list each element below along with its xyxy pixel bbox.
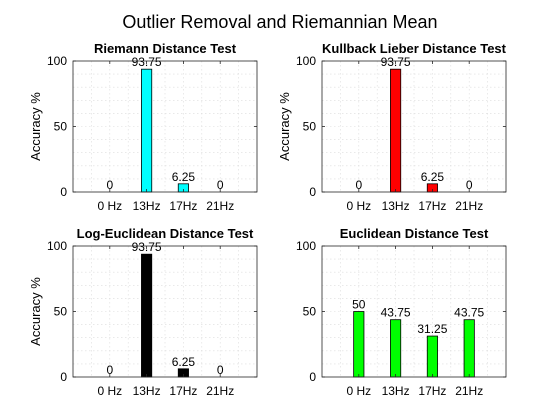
data-label: 6.25 (172, 170, 196, 184)
x-tick-label: 21Hz (206, 199, 234, 213)
y-tick-label: 100 (296, 239, 316, 253)
y-axis-label: Accuracy % (28, 92, 43, 161)
y-tick-label: 50 (54, 120, 68, 134)
y-tick-label: 100 (296, 54, 316, 68)
y-axis-label: Accuracy % (277, 92, 292, 161)
x-tick-label: 13Hz (382, 199, 410, 213)
y-tick-label: 0 (60, 370, 67, 384)
data-label: 43.75 (454, 306, 484, 320)
x-tick-label: 21Hz (455, 384, 483, 398)
x-tick-label: 0 Hz (346, 199, 371, 213)
x-tick-label: 13Hz (133, 384, 161, 398)
bar-13hz (141, 253, 153, 378)
x-tick-label: 17Hz (169, 199, 197, 213)
x-tick-label: 0 Hz (346, 384, 371, 398)
data-label: 43.75 (381, 306, 411, 320)
x-tick-label: 0 Hz (97, 199, 122, 213)
y-axis-label: Accuracy % (28, 277, 43, 346)
data-label: 0 (355, 178, 362, 192)
y-tick-label: 100 (47, 54, 67, 68)
data-label: 0 (466, 178, 473, 192)
bar-13hz (390, 68, 402, 193)
bar-13hz (390, 319, 402, 378)
data-label: 0 (217, 178, 224, 192)
chart-title: Kullback Lieber Distance Test (322, 41, 507, 56)
x-tick-label: 13Hz (382, 384, 410, 398)
chart-panel-4: 50 43.75 31.25 43.75 0 50 100 0 Hz 13Hz 17Hz 21Hz E… (296, 226, 507, 398)
bar-0hz (353, 311, 365, 378)
data-label: 6.25 (421, 170, 445, 184)
bar-21hz (463, 319, 475, 378)
y-tick-label: 0 (60, 185, 67, 199)
y-tick-label: 0 (309, 185, 316, 199)
x-tick-label: 0 Hz (97, 384, 122, 398)
data-label: 6.25 (172, 355, 196, 369)
data-label: 0 (217, 363, 224, 377)
y-tick-label: 100 (47, 239, 67, 253)
x-tick-label: 21Hz (206, 384, 234, 398)
x-tick-label: 17Hz (418, 199, 446, 213)
figure-title: Outlier Removal and Riemannian Mean (122, 12, 437, 32)
y-tick-label: 50 (303, 305, 317, 319)
x-tick-label: 17Hz (418, 384, 446, 398)
data-label: 50 (352, 298, 366, 312)
bar-13hz (141, 68, 153, 193)
x-tick-label: 21Hz (455, 199, 483, 213)
chart-title: Riemann Distance Test (94, 41, 237, 56)
bar-17hz (426, 335, 438, 378)
y-tick-label: 0 (309, 370, 316, 384)
chart-title: Euclidean Distance Test (340, 226, 489, 241)
chart-title: Log-Euclidean Distance Test (77, 226, 254, 241)
data-label: 0 (106, 363, 113, 377)
y-tick-label: 50 (54, 305, 68, 319)
y-tick-label: 50 (303, 120, 317, 134)
x-tick-label: 13Hz (133, 199, 161, 213)
data-label: 0 (106, 178, 113, 192)
data-label: 31.25 (417, 322, 447, 336)
x-tick-label: 17Hz (169, 384, 197, 398)
